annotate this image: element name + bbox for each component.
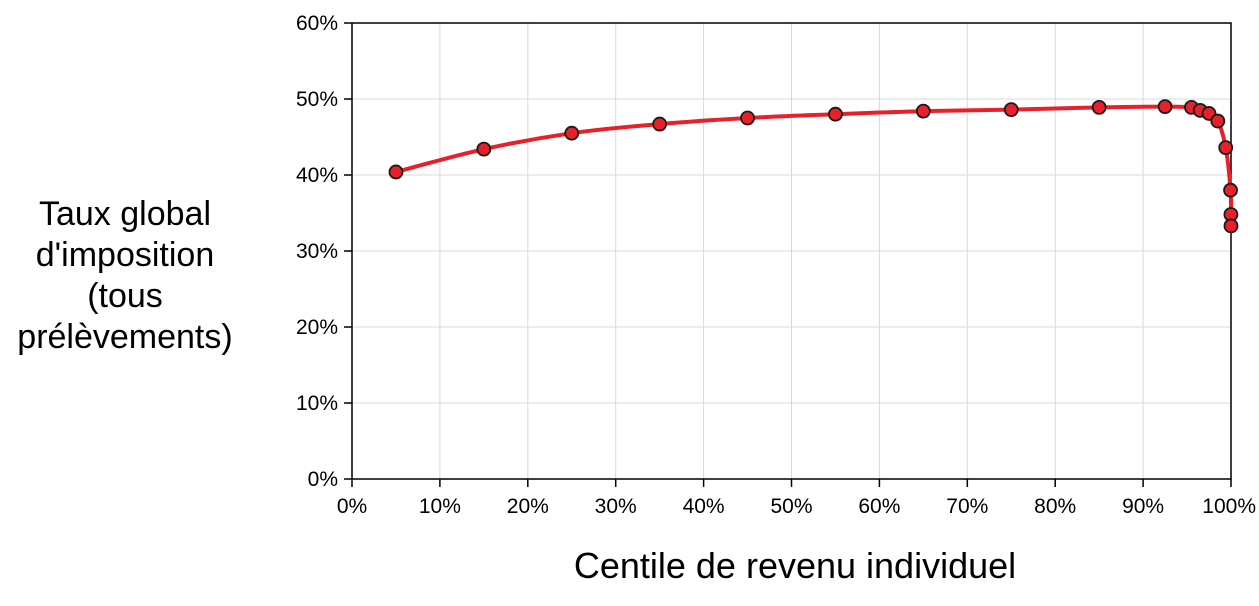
- y-axis-label-line: prélèvements): [17, 318, 232, 356]
- series-line: [393, 104, 1234, 228]
- x-tick-label: 10%: [419, 495, 461, 518]
- x-tick-label: 100%: [1202, 495, 1256, 518]
- data-point: [476, 141, 492, 157]
- data-point: [1223, 218, 1239, 234]
- data-points: [388, 99, 1239, 234]
- y-axis-label: Taux global d'imposition (tous prélèvements…: [17, 195, 232, 356]
- data-point: [1091, 99, 1107, 115]
- y-tick-label: 30%: [296, 240, 338, 263]
- x-tick-label: 70%: [946, 495, 988, 518]
- data-point: [1223, 182, 1238, 198]
- x-axis-label: Centile de revenu individuel: [574, 545, 1016, 586]
- data-point: [740, 110, 755, 126]
- data-point: [1210, 113, 1226, 129]
- grid-lines: [351, 22, 1232, 480]
- x-tick-label: 0%: [337, 495, 367, 518]
- y-tick-label: 20%: [296, 316, 338, 339]
- x-tick-label: 60%: [858, 495, 900, 518]
- x-tick-label: 80%: [1034, 495, 1076, 518]
- data-point: [1157, 99, 1173, 114]
- y-axis-label-line: Taux global: [39, 195, 211, 233]
- data-point: [828, 106, 843, 122]
- y-tick-label: 40%: [296, 164, 338, 187]
- y-axis-label-line: (tous: [87, 277, 163, 315]
- data-point: [915, 103, 931, 119]
- y-axis-label-line: d'imposition: [36, 236, 214, 274]
- y-tick-label: 50%: [296, 88, 338, 111]
- data-point: [1218, 140, 1234, 156]
- data-point: [388, 164, 404, 180]
- y-tick-label: 10%: [296, 392, 338, 415]
- x-tick-label: 50%: [770, 495, 812, 518]
- x-tick-label: 90%: [1122, 495, 1164, 518]
- x-tick-label: 20%: [507, 495, 549, 518]
- y-tick-label: 0%: [308, 468, 338, 491]
- data-point: [564, 125, 580, 141]
- data-point: [1003, 102, 1019, 118]
- data-point: [652, 116, 668, 132]
- x-tick-label: 40%: [683, 495, 725, 518]
- y-tick-label: 60%: [296, 12, 338, 35]
- x-tick-label: 30%: [595, 495, 637, 518]
- y-axis-ticks: 0% 10% 20% 30% 40% 50% 60%: [296, 12, 352, 491]
- x-axis-ticks: 0% 10% 20% 30% 40% 50% 60% 70% 80% 90% 100%: [337, 479, 1256, 518]
